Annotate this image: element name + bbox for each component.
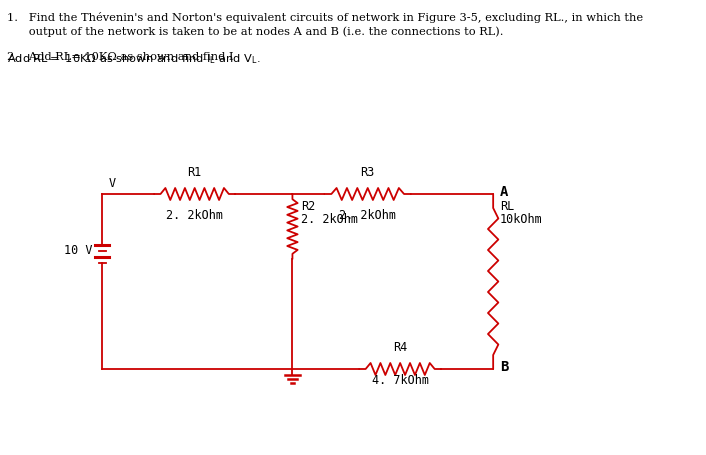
Text: 4. 7kOhm: 4. 7kOhm bbox=[371, 373, 429, 386]
Text: $\mathrm{Add\ RL{=}\ 10K\Omega\ as\ shown\ and\ find\ I_L\ and\ V_L.}$: $\mathrm{Add\ RL{=}\ 10K\Omega\ as\ show… bbox=[7, 52, 261, 66]
Text: 1.   Find the Thévenin's and Norton's equivalent circuits of network in Figure 3: 1. Find the Thévenin's and Norton's equi… bbox=[7, 12, 643, 23]
Text: 2. 2kOhm: 2. 2kOhm bbox=[301, 212, 358, 226]
Text: RL: RL bbox=[500, 200, 515, 212]
Text: R4: R4 bbox=[393, 340, 407, 353]
Text: 10 V: 10 V bbox=[64, 243, 92, 256]
Text: V: V bbox=[109, 177, 116, 190]
Text: 2.   Add RL= 10KΩ as shown and find I: 2. Add RL= 10KΩ as shown and find I bbox=[7, 54, 226, 64]
Text: output of the network is taken to be at nodes A and B (i.e. the connections to R: output of the network is taken to be at … bbox=[7, 26, 503, 36]
Text: R2: R2 bbox=[301, 200, 316, 212]
Text: A: A bbox=[500, 185, 508, 198]
Text: R1: R1 bbox=[188, 166, 202, 179]
Text: 2. 2kOhm: 2. 2kOhm bbox=[339, 208, 396, 222]
Text: R3: R3 bbox=[361, 166, 375, 179]
Text: 2.   Add RL= 10KΩ as shown and find I: 2. Add RL= 10KΩ as shown and find I bbox=[7, 52, 234, 62]
Text: 2. 2kOhm: 2. 2kOhm bbox=[166, 208, 223, 222]
Text: 10kOhm: 10kOhm bbox=[500, 212, 543, 226]
Text: B: B bbox=[500, 359, 508, 373]
